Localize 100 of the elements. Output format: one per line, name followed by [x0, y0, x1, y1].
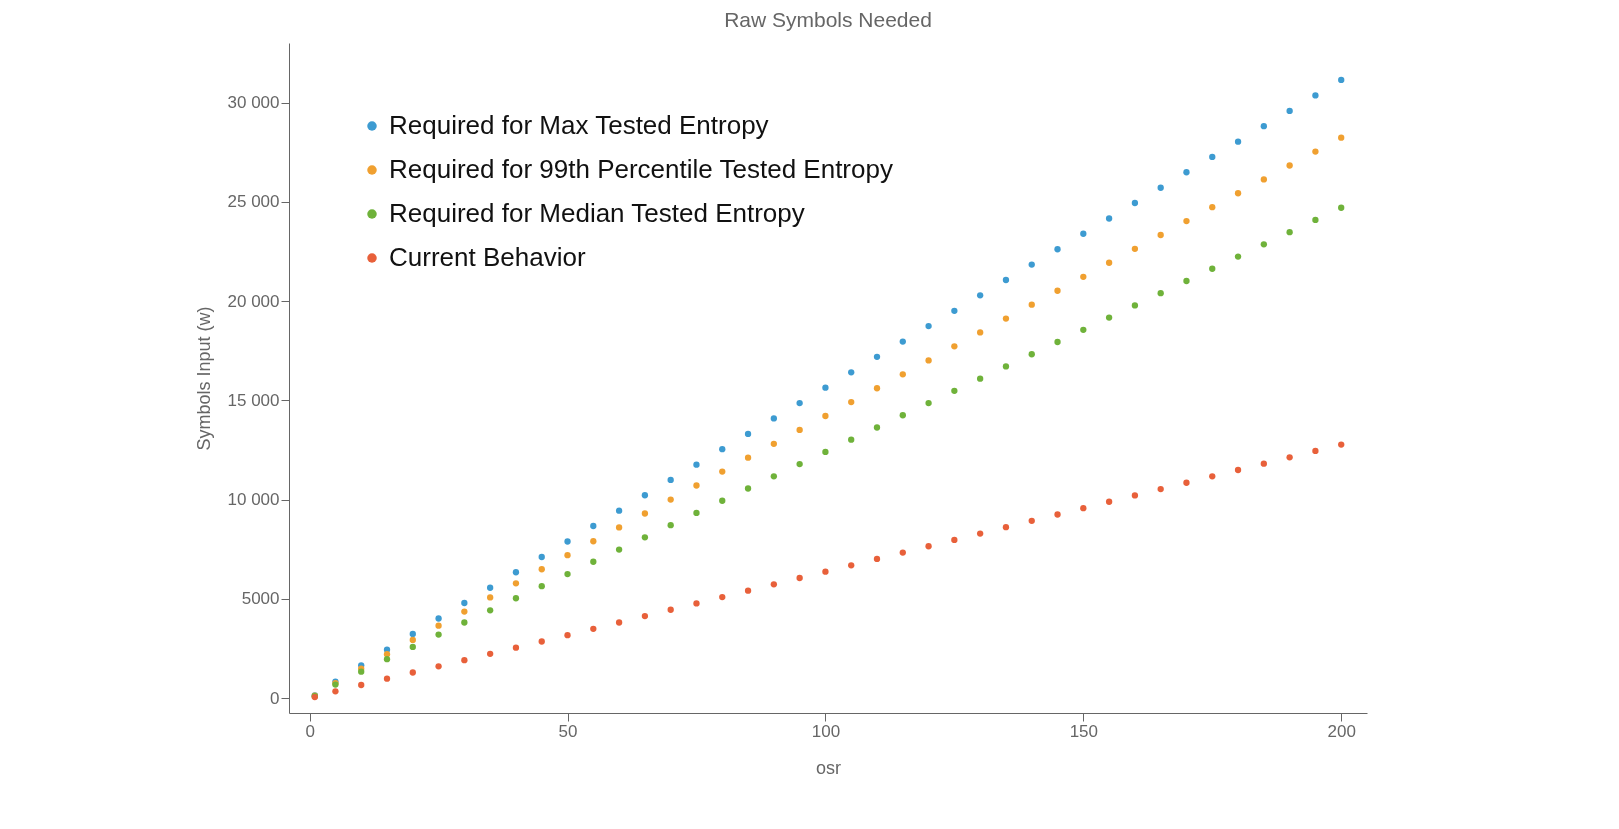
y-tick-label: 30 000 [227, 93, 280, 113]
y-axis-title: Symbols Input (w) [193, 306, 214, 451]
point [1234, 253, 1242, 260]
y-tick-label: 15 000 [227, 390, 280, 410]
point [1338, 134, 1345, 141]
point [1080, 273, 1087, 281]
point [951, 343, 958, 350]
point [667, 522, 674, 529]
point [848, 436, 855, 443]
point [951, 387, 958, 394]
point [744, 587, 752, 594]
point [719, 593, 726, 601]
point [899, 412, 906, 419]
point [615, 619, 623, 626]
x-tick-label: 200 [1327, 721, 1356, 741]
y-tick-label: 10 000 [227, 490, 280, 510]
point [1131, 199, 1139, 207]
point [409, 636, 416, 644]
point [1260, 460, 1267, 467]
point [538, 638, 545, 645]
point [1286, 229, 1293, 236]
point [590, 558, 597, 565]
point [512, 569, 520, 576]
point [873, 385, 881, 392]
point [1234, 138, 1242, 145]
legend-label: Required for Max Tested Entropy [389, 110, 769, 140]
point [1131, 245, 1139, 253]
point [1260, 241, 1267, 248]
point [796, 426, 803, 434]
legend-label: Current Behavior [389, 242, 586, 272]
point [435, 663, 442, 670]
point [1080, 230, 1087, 237]
point [564, 538, 571, 545]
point [1209, 204, 1216, 211]
point [1183, 217, 1190, 225]
point [1105, 215, 1113, 222]
point [1312, 92, 1319, 99]
point [719, 446, 726, 453]
point [1080, 326, 1087, 334]
point [512, 595, 520, 602]
point [615, 524, 623, 531]
point [409, 630, 416, 638]
point [1338, 204, 1345, 211]
point [899, 371, 906, 378]
point [461, 657, 468, 664]
point [1105, 314, 1113, 321]
point [1028, 301, 1035, 308]
point [1260, 123, 1267, 130]
point [641, 492, 649, 499]
point [564, 570, 571, 578]
point [435, 615, 442, 622]
point [461, 599, 468, 607]
point [641, 534, 649, 541]
point [925, 543, 932, 550]
point [1312, 216, 1319, 224]
point [796, 574, 803, 582]
point [1183, 169, 1190, 176]
point [1080, 504, 1087, 512]
point [590, 625, 597, 632]
point [873, 555, 881, 563]
point [667, 476, 674, 484]
point [1286, 454, 1293, 461]
point [641, 510, 649, 517]
point [1157, 485, 1164, 493]
point [693, 482, 700, 489]
point [925, 322, 932, 330]
point [564, 632, 571, 639]
point [1054, 287, 1061, 294]
point [1054, 338, 1061, 346]
point [487, 650, 494, 657]
point [1054, 511, 1061, 518]
chart-title: Raw Symbols Needed [724, 8, 932, 31]
point [848, 398, 855, 406]
point [977, 329, 984, 336]
point [693, 509, 700, 517]
point [512, 644, 520, 651]
point [461, 619, 468, 626]
point [770, 440, 777, 447]
point [796, 399, 803, 407]
point [822, 412, 829, 420]
point [1209, 473, 1216, 480]
point [1002, 276, 1010, 284]
point [487, 594, 494, 601]
point [667, 606, 674, 613]
point [873, 353, 881, 361]
point [641, 612, 649, 620]
point [719, 497, 726, 504]
x-tick-label: 100 [811, 721, 841, 741]
point [770, 473, 777, 480]
point [744, 485, 752, 492]
point [383, 656, 391, 663]
x-tick-label: 50 [558, 721, 578, 741]
point [409, 669, 416, 676]
point [719, 468, 726, 475]
point [925, 357, 932, 364]
point [1209, 265, 1216, 272]
point [1028, 261, 1035, 268]
point [1002, 363, 1010, 370]
point [667, 496, 674, 503]
point [590, 522, 597, 530]
